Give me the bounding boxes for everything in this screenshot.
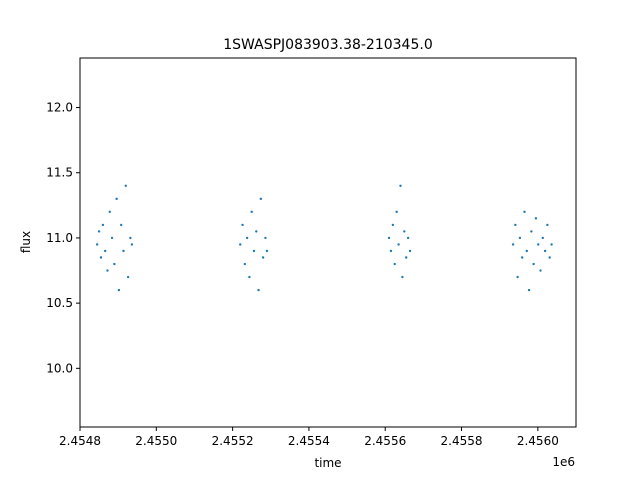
data-point-3-6 [525,249,528,253]
data-point-1-4 [248,275,251,279]
data-point-2-8 [403,230,406,233]
data-point-3-1 [514,223,517,227]
data-point-3-3 [518,236,522,240]
x-tick-label-4: 2.4556 [364,434,406,448]
data-point-2-0 [387,236,391,240]
x-tick-label-3: 2.4554 [288,434,330,448]
data-point-3-11 [537,243,540,246]
data-point-0-4 [103,249,107,253]
data-point-1-1 [241,223,244,227]
data-point-2-7 [401,275,404,279]
data-point-1-6 [252,249,256,253]
data-point-0-8 [113,262,116,266]
x-tick-label-2: 2.4552 [212,434,254,448]
data-points [95,184,553,292]
data-point-3-5 [523,210,526,214]
data-point-3-13 [541,236,545,240]
x-tick-label-0: 2.4548 [59,434,101,448]
data-point-2-11 [408,249,412,253]
data-point-0-12 [122,249,125,253]
x-axis-label: time [314,456,341,470]
data-point-1-9 [259,197,263,201]
data-point-0-1 [97,230,101,233]
data-point-0-7 [110,236,114,240]
data-point-1-8 [257,288,260,292]
data-point-3-17 [550,243,553,246]
data-point-3-7 [527,288,531,292]
x-tick-label-5: 2.4558 [441,434,483,448]
y-axis-label: flux [19,231,33,253]
y-tick-label-4: 12.0 [46,101,73,115]
data-point-1-2 [243,262,247,266]
data-point-3-4 [521,256,524,259]
data-point-2-9 [405,256,408,259]
x-tick-label-1: 2.4550 [135,434,177,448]
data-point-3-9 [532,262,535,266]
data-point-0-16 [130,243,134,246]
data-point-2-3 [393,262,396,266]
data-point-3-10 [534,217,538,220]
data-point-2-10 [406,236,410,240]
y-tick-label-0: 10.0 [46,361,73,375]
data-point-0-6 [108,210,111,214]
data-point-3-2 [516,275,519,279]
data-point-0-9 [115,197,118,201]
x-tick-label-6: 2.4560 [517,434,559,448]
data-point-0-0 [95,243,99,246]
data-point-0-11 [120,223,123,227]
data-point-0-14 [126,275,130,279]
data-point-3-14 [543,249,547,253]
data-point-2-2 [391,223,395,227]
data-point-1-5 [250,210,253,214]
data-point-1-0 [239,243,242,246]
plot-frame [79,57,577,428]
data-point-1-7 [255,230,258,233]
data-point-3-0 [511,243,515,246]
data-point-2-5 [397,243,400,246]
y-axis-ticks: 10.0 10.5 11.0 11.5 12.0 [46,101,80,375]
data-point-3-8 [530,230,533,233]
data-point-2-6 [399,184,402,187]
data-point-0-5 [106,269,109,272]
data-point-2-4 [395,210,398,214]
data-point-2-1 [389,249,393,253]
data-point-3-16 [548,256,551,259]
data-point-1-3 [245,236,249,240]
chart-title: 1SWASPJ083903.38-210345.0 [223,37,432,53]
data-point-3-12 [539,269,542,272]
data-point-1-10 [261,256,265,259]
data-point-1-11 [264,236,267,240]
x-axis-offset-label: 1e6 [552,455,575,469]
y-tick-label-1: 10.5 [46,296,73,310]
data-point-1-12 [265,249,269,253]
x-axis-ticks: 2.4548 2.4550 2.4552 2.4554 2.4556 2.4558 2.45… [59,427,559,448]
data-point-3-15 [546,223,549,227]
data-point-0-3 [101,223,105,227]
data-point-0-10 [117,288,121,292]
y-tick-label-3: 11.5 [46,166,73,180]
data-point-0-2 [99,256,103,259]
y-tick-label-2: 11.0 [46,231,73,245]
data-point-0-15 [129,236,132,240]
data-point-0-13 [124,184,127,187]
